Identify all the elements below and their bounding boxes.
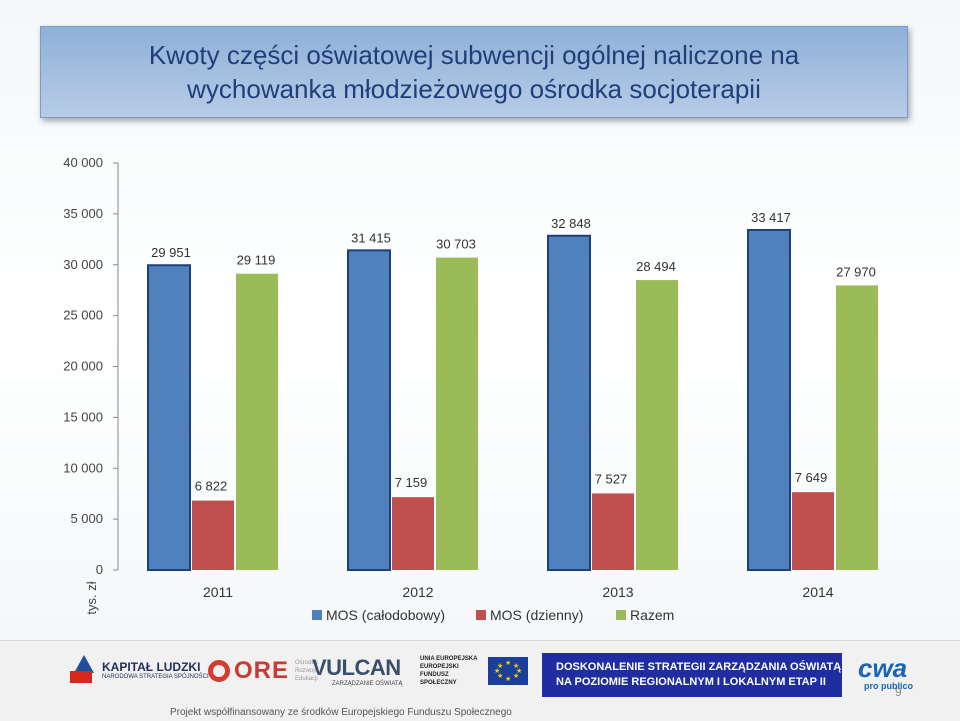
bar-mos-dzienny: [192, 500, 234, 570]
ore-ring-icon: [208, 660, 230, 682]
vulcan-text: VULCAN: [312, 655, 401, 680]
eu-flag-icon: ★ ★ ★ ★ ★ ★ ★ ★: [488, 657, 528, 685]
page-number: 9: [895, 685, 902, 699]
x-tick-label: 2011: [203, 584, 233, 600]
legend-razem-label: Razem: [630, 607, 674, 623]
y-tick-label: 15 000: [63, 409, 103, 424]
data-label-mos-dzienny: 6 822: [195, 479, 228, 494]
cwa-text: cwa: [858, 653, 908, 683]
kapital-ludzki-icon: [70, 653, 96, 687]
bar-mos-calodobowy: [747, 228, 791, 571]
cwa-subtext: pro publico: [864, 681, 913, 691]
y-tick-label: 35 000: [63, 206, 103, 221]
vulcan-subtext: ZARZĄDZANIE OŚWIATĄ: [332, 681, 403, 687]
y-tick-label: 5 000: [70, 511, 103, 526]
title-box: Kwoty części oświatowej subwencji ogólne…: [40, 26, 908, 118]
kapital-ludzki-subtext: NARODOWA STRATEGIA SPÓJNOŚCI: [102, 674, 209, 680]
data-label-mos-dzienny: 7 527: [595, 471, 628, 486]
bar-razem: [436, 257, 478, 570]
ue-logo: UNIA EUROPEJSKA EUROPEJSKI FUNDUSZ SPOŁE…: [420, 655, 528, 687]
data-label-razem: 29 119: [237, 253, 276, 268]
legend-razem-swatch: [616, 610, 626, 620]
y-tick-label: 0: [96, 562, 103, 577]
bar-chart: 0 5 000 10 000 15 000 20 000 25 000 30 000 35 0…: [63, 155, 878, 623]
slide-title: Kwoty części oświatowej subwencji ogólne…: [148, 40, 800, 104]
y-tick-label: 25 000: [63, 308, 103, 323]
y-tick-label: 20 000: [63, 359, 103, 374]
cwa-logo: cwa pro publico: [858, 655, 913, 691]
legend-mos-calodobowy-label: MOS (całodobowy): [326, 607, 445, 623]
bar-mos-dzienny: [592, 493, 634, 570]
bar-mos-calodobowy: [347, 249, 391, 571]
data-label-mos-calodobowy: 32 848: [551, 216, 591, 231]
banner-line-1: DOSKONALENIE STRATEGII ZARZĄDZANIA OŚWIA…: [556, 661, 842, 673]
ue-text: UNIA EUROPEJSKA EUROPEJSKI FUNDUSZ SPOŁE…: [420, 656, 478, 686]
project-note: Projekt współfinansowany ze środków Euro…: [170, 707, 512, 718]
data-label-mos-calodobowy: 31 415: [351, 230, 391, 245]
data-label-mos-calodobowy: 33 417: [751, 210, 791, 225]
bar-razem: [836, 285, 878, 570]
legend-mos-dzienny-label: MOS (dzienny): [490, 607, 583, 623]
data-label-razem: 28 494: [636, 259, 676, 274]
footer: KAPITAŁ LUDZKI NARODOWA STRATEGIA SPÓJNO…: [0, 640, 960, 721]
bar-razem: [636, 280, 678, 570]
x-tick-label: 2012: [402, 584, 433, 600]
vulcan-logo: VULCAN ZARZĄDZANIE OŚWIATĄ: [312, 655, 403, 687]
bar-mos-dzienny: [792, 492, 834, 570]
legend-mos-dzienny-swatch: [476, 610, 486, 620]
bar-razem: [236, 273, 278, 570]
banner-line-2: NA POZIOMIE REGIONALNYM I LOKALNYM ETAP …: [556, 676, 826, 688]
x-tick-label: 2013: [602, 584, 633, 600]
y-tick-label: 30 000: [63, 257, 103, 272]
data-label-mos-dzienny: 7 649: [795, 470, 828, 485]
y-axis-label: tys. zł: [84, 581, 99, 614]
kapital-ludzki-text: KAPITAŁ LUDZKI: [102, 660, 201, 674]
ore-subtext: Ośrodek Rozwoju Edukacji: [295, 660, 319, 682]
kapital-ludzki-logo: KAPITAŁ LUDZKI NARODOWA STRATEGIA SPÓJNO…: [70, 653, 209, 687]
bar-mos-calodobowy: [547, 234, 591, 571]
y-tick-label: 10 000: [63, 460, 103, 475]
ore-text: ORE: [234, 657, 290, 684]
y-tick-label: 40 000: [63, 155, 103, 170]
project-banner: DOSKONALENIE STRATEGII ZARZĄDZANIA OŚWIA…: [542, 653, 842, 697]
bar-mos-dzienny: [392, 497, 434, 570]
data-label-mos-calodobowy: 29 951: [151, 245, 191, 260]
data-label-razem: 30 703: [436, 237, 476, 252]
x-tick-label: 2014: [802, 584, 833, 600]
data-label-mos-dzienny: 7 159: [395, 475, 428, 490]
bar-mos-calodobowy: [147, 264, 191, 572]
data-label-razem: 27 970: [836, 264, 876, 279]
legend-mos-calodobowy-swatch: [312, 610, 322, 620]
ore-logo: ORE Ośrodek Rozwoju Edukacji: [208, 657, 339, 685]
